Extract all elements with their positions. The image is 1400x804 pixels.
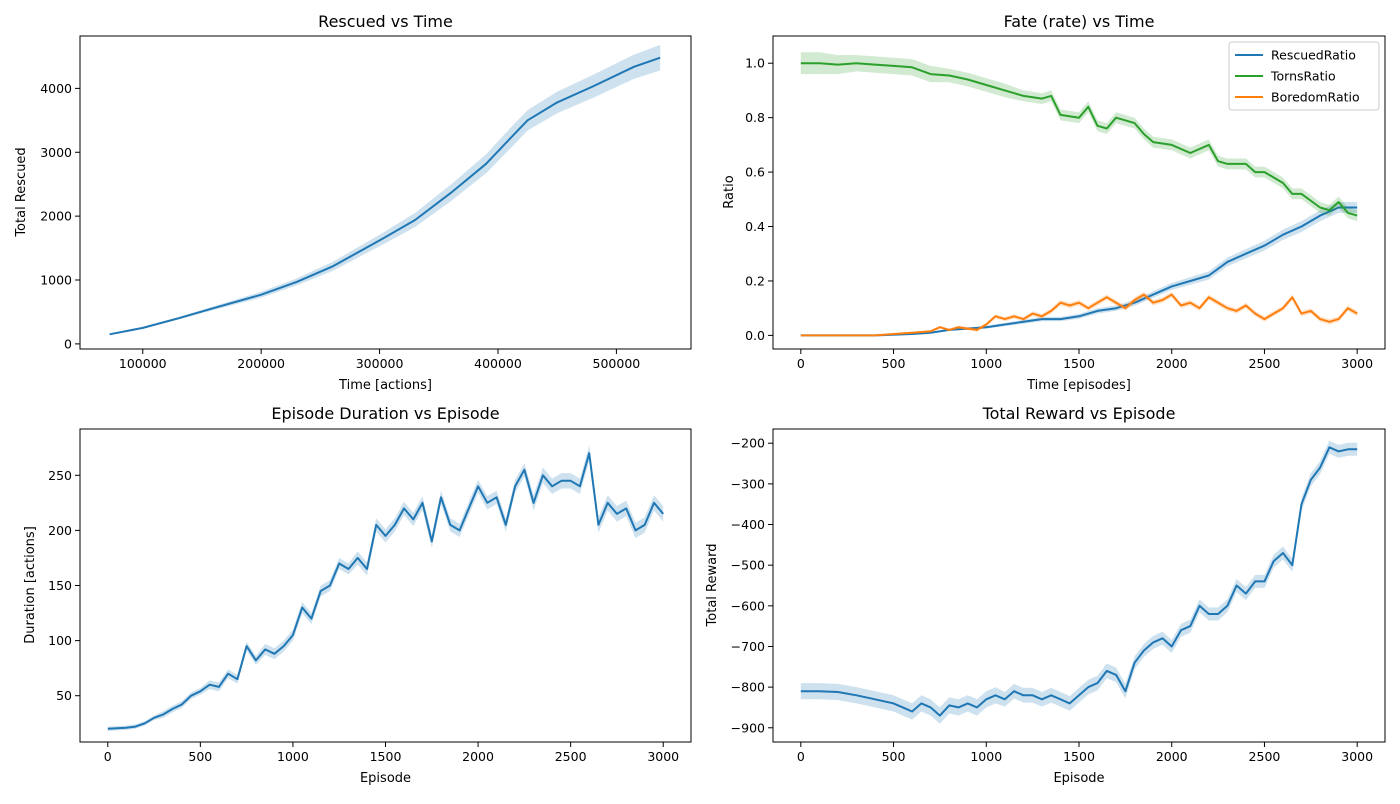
x-tick-label: 3000 <box>1341 749 1373 764</box>
x-tick-label: 2000 <box>1156 356 1188 371</box>
y-axis-label: Total Rescued <box>14 147 29 237</box>
x-tick-label: 0 <box>797 356 805 371</box>
y-tick-label: −300 <box>731 476 765 491</box>
x-tick-label: 3000 <box>647 749 679 764</box>
y-tick-label: 0.0 <box>745 328 765 343</box>
x-tick-label: 0 <box>797 749 805 764</box>
legend: RescuedRatio TornsRatio BoredomRatio <box>1228 41 1380 111</box>
series-line-tornsratio <box>800 62 1358 217</box>
plot-frame <box>79 428 692 743</box>
x-tick-label: 400000 <box>474 356 522 371</box>
y-tick-label: 0 <box>64 336 72 351</box>
y-tick-label: −400 <box>731 517 765 532</box>
y-tick-label: 0.8 <box>745 110 765 125</box>
y-tick-label: −700 <box>731 639 765 654</box>
y-tick-label: 4000 <box>40 81 72 96</box>
y-tick-label: 2000 <box>40 209 72 224</box>
x-tick-label: 3000 <box>1341 356 1373 371</box>
x-axis-label: Episode <box>360 771 411 786</box>
series-confidence-band <box>109 44 661 335</box>
x-tick-label: 1500 <box>1063 749 1095 764</box>
y-tick-label: 200 <box>48 523 72 538</box>
x-axis-label: Time [episodes] <box>1026 378 1131 393</box>
x-tick-label: 500000 <box>593 356 641 371</box>
x-tick-label: 1000 <box>970 356 1002 371</box>
x-tick-label: 2500 <box>555 749 587 764</box>
y-tick-label: 0.6 <box>745 165 765 180</box>
y-tick-label: 250 <box>48 468 72 483</box>
x-tick-label: 2500 <box>1249 749 1281 764</box>
panel-title: Total Reward vs Episode <box>982 404 1176 423</box>
panel-title: Fate (rate) vs Time <box>1004 12 1155 31</box>
series-line-rescuedratio <box>800 206 1358 337</box>
y-tick-label: 1.0 <box>745 56 765 71</box>
series-confidence-band <box>800 52 1358 222</box>
panel-fate: Fate (rate) vs Time Time [episodes] Rati… <box>722 12 1154 393</box>
chart-3: 0 500 1000 1500 2000 2500 3000 −900 −800 −700 −600… <box>731 428 1386 764</box>
y-tick-label: −200 <box>731 436 765 451</box>
x-tick-label: 2000 <box>1156 749 1188 764</box>
panel-rescued: Rescued vs Time Time [actions] Total Res… <box>14 12 453 393</box>
plot-frame <box>79 35 692 350</box>
y-tick-label: −900 <box>731 720 765 735</box>
y-tick-label: −600 <box>731 598 765 613</box>
series-line-boredomratio <box>800 293 1358 337</box>
x-axis-label: Time [actions] <box>338 378 432 393</box>
series-line <box>800 446 1358 717</box>
series-confidence-band <box>107 445 664 731</box>
panel-title: Rescued vs Time <box>318 12 453 31</box>
series-line <box>107 452 664 730</box>
x-tick-label: 300000 <box>356 356 404 371</box>
chart-1: 0 500 1000 1500 2000 2500 3000 0.0 0.2 0.4 0.6 0.8 1… <box>745 35 1386 371</box>
x-tick-label: 200000 <box>237 356 285 371</box>
panel-reward: Total Reward vs Episode Episode Total Re… <box>705 404 1175 786</box>
y-axis-label: Total Reward <box>705 544 720 628</box>
x-tick-label: 2500 <box>1249 356 1281 371</box>
x-tick-label: 0 <box>104 749 112 764</box>
x-tick-label: 1000 <box>277 749 309 764</box>
x-tick-label: 500 <box>882 749 906 764</box>
x-tick-label: 1000 <box>970 749 1002 764</box>
y-tick-label: 150 <box>48 578 72 593</box>
y-tick-label: 100 <box>48 633 72 648</box>
series-confidence-band <box>800 440 1358 724</box>
y-tick-label: 1000 <box>40 273 72 288</box>
y-tick-label: 0.2 <box>745 273 765 288</box>
panel-duration: Episode Duration vs Episode Episode Dura… <box>23 404 500 786</box>
x-tick-label: 1500 <box>1063 356 1095 371</box>
x-tick-label: 500 <box>882 356 906 371</box>
legend-entry: RescuedRatio <box>1271 48 1356 63</box>
legend-box <box>1228 41 1380 111</box>
y-tick-label: −800 <box>731 680 765 695</box>
x-tick-label: 500 <box>188 749 212 764</box>
y-axis-label: Duration [actions] <box>23 526 38 644</box>
chart-2: 0 500 1000 1500 2000 2500 3000 50 100 150 200 250 <box>48 428 692 764</box>
legend-entry: BoredomRatio <box>1271 90 1360 105</box>
y-axis-label: Ratio <box>722 175 737 208</box>
x-axis-label: Episode <box>1053 771 1104 786</box>
chart-0: 100000 200000 300000 400000 500000 0 1000 2000 3… <box>40 35 692 371</box>
y-tick-label: −500 <box>731 558 765 573</box>
x-tick-label: 2000 <box>462 749 494 764</box>
series-line <box>109 56 661 336</box>
y-tick-label: 50 <box>56 688 72 703</box>
legend-entry: TornsRatio <box>1270 69 1336 84</box>
x-tick-label: 1500 <box>370 749 402 764</box>
panel-title: Episode Duration vs Episode <box>271 404 499 423</box>
y-tick-label: 3000 <box>40 145 72 160</box>
y-tick-label: 0.4 <box>745 219 765 234</box>
x-tick-label: 100000 <box>119 356 167 371</box>
